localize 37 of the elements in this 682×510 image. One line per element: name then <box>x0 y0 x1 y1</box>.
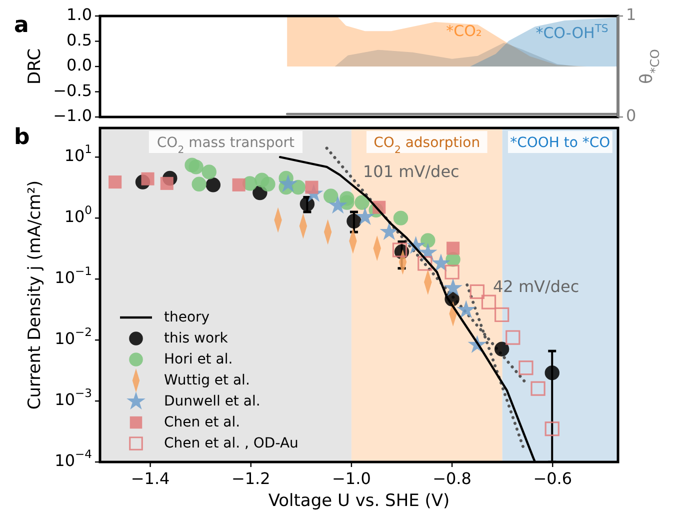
y-tick-label: 10$^{−1}$ <box>54 264 92 288</box>
x-tick-label: −1.2 <box>231 469 270 488</box>
y-tick-label: 0.0 <box>66 56 92 75</box>
y-tick-label: 1.0 <box>66 5 92 24</box>
y-tick-label: 0.5 <box>66 30 92 50</box>
y-tick-label: 10$^{1}$ <box>64 142 92 166</box>
chart-title: a <box>14 13 29 38</box>
chart-title: b <box>14 125 30 150</box>
legend-label: Wuttig et al. <box>164 372 250 388</box>
legend-label: Chen et al. <box>164 414 240 430</box>
x-tick-label: −1.0 <box>332 469 371 488</box>
legend-label: Dunwell et al. <box>164 393 260 410</box>
y-axis-title: DRC <box>25 48 45 84</box>
legend-label: Chen et al. , OD-Au <box>164 435 298 452</box>
legend-label: theory <box>164 309 210 326</box>
x-tick-label: −0.8 <box>432 469 472 488</box>
x-tick-label: −1.4 <box>130 469 170 488</box>
y-tick-label: −0.5 <box>53 81 92 100</box>
legend-label: Hori et al. <box>164 351 233 368</box>
legend-label: this work <box>164 330 229 346</box>
y2-tick-label: 0 <box>626 106 636 126</box>
x-axis-title: Voltage U vs. SHE (V) <box>268 491 450 510</box>
y-tick-label: 10$^{−4}$ <box>54 447 92 470</box>
y2-tick-label: 1 <box>626 5 636 24</box>
series-label: *CO-OH$^{TS}$ <box>536 22 608 42</box>
band-label: CO$_{2}$ mass transport <box>156 135 296 156</box>
band-label: *COOH to *CO <box>510 135 610 151</box>
y-tick-label: 10$^{−3}$ <box>54 386 92 410</box>
y-tick-label: −1.0 <box>53 106 92 126</box>
series-label: *CO₂ <box>446 22 482 40</box>
y-axis-title: Current Density j (mA/cm²) <box>25 180 45 410</box>
annotation: 101 mV/dec <box>363 162 460 182</box>
annotation: 42 mV/dec <box>493 277 580 296</box>
y-tick-label: 10$^{−2}$ <box>54 325 92 348</box>
x-tick-label: −0.6 <box>533 469 572 488</box>
band-label: CO$_{2}$ adsorption <box>374 135 480 156</box>
y-tick-label: 10$^{0}$ <box>64 203 92 226</box>
